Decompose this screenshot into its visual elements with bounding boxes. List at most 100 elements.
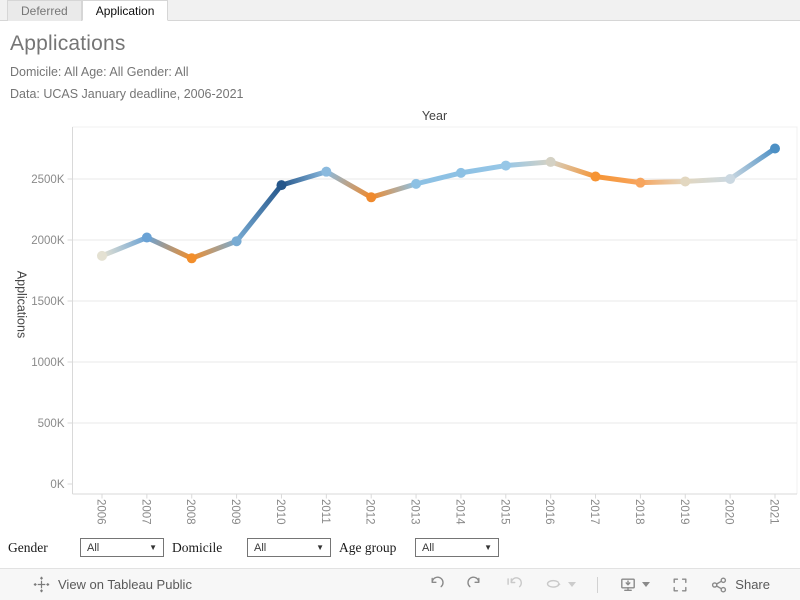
tab-application[interactable]: Application <box>81 0 169 21</box>
x-tick-label-2010: 2010 <box>274 499 286 525</box>
subtitle-data-source: Data: UCAS January deadline, 2006-2021 <box>10 86 244 101</box>
gender-filter-label: Gender <box>8 539 48 555</box>
data-point-2008[interactable] <box>186 253 197 264</box>
line-segment <box>637 178 688 186</box>
data-point-2021[interactable] <box>770 143 780 154</box>
data-point-2006[interactable] <box>97 250 107 261</box>
title-block: Applications Domicile: All Age: All Gend… <box>10 32 243 104</box>
line-segment <box>593 174 643 186</box>
y-tick-label: 2500K <box>31 174 65 186</box>
line-segment <box>99 235 150 259</box>
reset-button[interactable] <box>505 576 523 594</box>
line-segment <box>368 181 419 200</box>
data-point-2018[interactable] <box>635 177 646 188</box>
data-point-2016[interactable] <box>545 156 556 167</box>
y-tick-label: 1000K <box>31 357 65 369</box>
filter-group-domicile: Domicile All ▼ <box>172 538 331 557</box>
refresh-icon <box>547 579 561 588</box>
share-button[interactable]: Share <box>710 576 770 594</box>
data-point-2007[interactable] <box>141 232 152 243</box>
x-tick-label-2007: 2007 <box>139 499 151 525</box>
line-segment <box>234 182 284 244</box>
data-point-2011[interactable] <box>321 166 332 177</box>
x-tick-label-2018: 2018 <box>633 499 645 525</box>
gender-filter-dropdown[interactable]: All ▼ <box>80 538 164 557</box>
chevron-down-icon: ▼ <box>316 543 324 552</box>
line-segment <box>323 169 374 200</box>
chevron-down-icon <box>642 582 651 587</box>
x-tick-label-2013: 2013 <box>409 499 421 525</box>
domicile-filter-label: Domicile <box>172 539 223 555</box>
y-tick-label: 0K <box>50 479 64 491</box>
line-segment <box>144 235 195 261</box>
y-tick-label: 1500K <box>31 296 65 308</box>
data-point-2012[interactable] <box>366 192 377 203</box>
age-group-filter-dropdown[interactable]: All ▼ <box>415 538 499 557</box>
x-tick-label-2021: 2021 <box>768 499 780 525</box>
reset-replay-icon <box>507 576 523 587</box>
x-tick-label-2012: 2012 <box>364 499 376 525</box>
download-button[interactable] <box>619 576 651 594</box>
data-point-2014[interactable] <box>455 167 466 178</box>
chevron-down-icon: ▼ <box>484 543 492 552</box>
filter-group-age: Age group All ▼ <box>339 538 499 557</box>
data-point-2009[interactable] <box>231 236 242 247</box>
age-group-filter-label: Age group <box>339 539 397 555</box>
line-segment <box>727 146 778 182</box>
data-point-2020[interactable] <box>725 174 736 184</box>
data-point-2019[interactable] <box>680 176 691 187</box>
age-group-filter-value: All <box>422 541 435 554</box>
x-tick-label-2016: 2016 <box>543 499 555 525</box>
redo-icon <box>467 576 480 587</box>
filter-group-gender: Gender All ▼ <box>8 538 164 557</box>
x-tick-label-2019: 2019 <box>678 499 690 525</box>
y-axis-title: Applications <box>14 270 29 339</box>
plot-pane-border <box>72 126 798 494</box>
data-point-2015[interactable] <box>500 160 511 171</box>
sheet-tabbar: Deferred Application <box>0 0 800 21</box>
domicile-filter-dropdown[interactable]: All ▼ <box>247 538 331 557</box>
line-segment <box>413 170 464 187</box>
tab-deferred[interactable]: Deferred <box>7 0 82 21</box>
share-label: Share <box>735 577 770 592</box>
undo-icon <box>431 576 444 587</box>
share-icon <box>712 577 727 593</box>
x-tick-label-2015: 2015 <box>498 499 510 525</box>
x-tick-label-2006: 2006 <box>95 499 107 525</box>
toolbar-buttons: Share <box>427 576 800 594</box>
tableau-toolbar: View on Tableau Public <box>0 568 800 600</box>
fullscreen-button[interactable] <box>671 576 689 594</box>
x-axis-title: Year <box>421 109 448 123</box>
y-tick-label: 2000K <box>31 235 65 247</box>
tableau-logo-icon <box>33 576 50 593</box>
x-tick-label-2008: 2008 <box>184 499 196 525</box>
page-title: Applications <box>10 32 126 55</box>
data-point-2010[interactable] <box>276 180 287 191</box>
subtitle-domicile-age-gender: Domicile: All Age: All Gender: All <box>10 65 189 79</box>
data-point-2013[interactable] <box>411 178 422 189</box>
view-on-tableau-public-link[interactable]: View on Tableau Public <box>33 576 192 593</box>
view-on-tableau-public-label: View on Tableau Public <box>58 577 192 592</box>
data-point-2017[interactable] <box>590 171 601 182</box>
filter-bar: Gender All ▼ Domicile All ▼ Age group Al… <box>8 538 507 557</box>
toolbar-divider <box>597 576 599 593</box>
download-icon <box>621 578 636 591</box>
domicile-filter-value: All <box>254 541 267 554</box>
x-tick-label-2011: 2011 <box>319 499 331 524</box>
chevron-down-icon <box>568 582 577 587</box>
undo-button[interactable] <box>427 576 445 594</box>
x-tick-label-2009: 2009 <box>229 499 241 525</box>
fullscreen-icon <box>673 578 687 591</box>
x-tick-label-2014: 2014 <box>453 499 465 525</box>
y-tick-label: 500K <box>38 418 65 430</box>
x-tick-label-2020: 2020 <box>723 499 735 525</box>
redo-button[interactable] <box>466 576 484 594</box>
line-segment <box>682 176 733 184</box>
refresh-button[interactable] <box>544 576 577 594</box>
line-segment <box>189 238 240 261</box>
line-segment <box>548 159 599 180</box>
line-segment <box>278 169 329 188</box>
x-tick-label-2017: 2017 <box>588 499 600 525</box>
line-segment <box>458 163 509 176</box>
